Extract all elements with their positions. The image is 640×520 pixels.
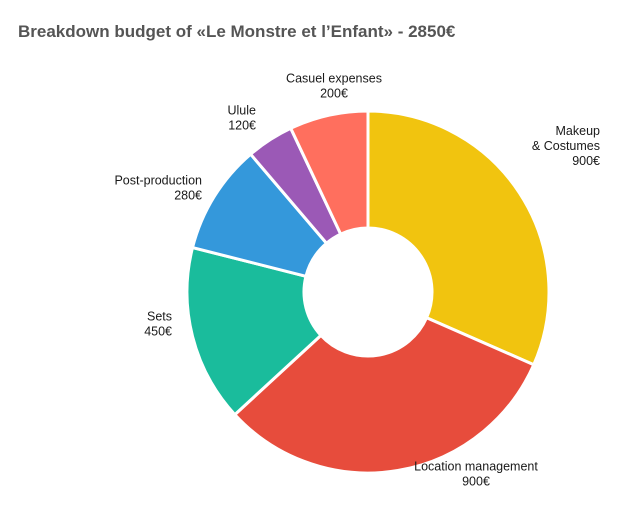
slice-label-casuel-expenses: Casuel expenses 200€ [286,72,382,101]
chart-title: Breakdown budget of «Le Monstre et l’Enf… [18,22,456,41]
donut-slices [185,109,551,475]
slice-label-post-production: Post-production 280€ [114,174,202,203]
slice-label-makeup-costumes: Makeup & Costumes 900€ [532,124,600,168]
slice-label-location-management: Location management 900€ [414,460,538,489]
slice-makeup-costumes [366,109,551,367]
slice-location-management [233,316,536,475]
slice-label-ulule: Ulule 120€ [228,104,257,133]
slice-labels: Makeup & Costumes 900€ Location management 9… [114,72,600,489]
slice-casuel-expenses [289,109,370,236]
slice-label-sets: Sets 450€ [144,310,172,339]
slice-sets [185,246,323,417]
